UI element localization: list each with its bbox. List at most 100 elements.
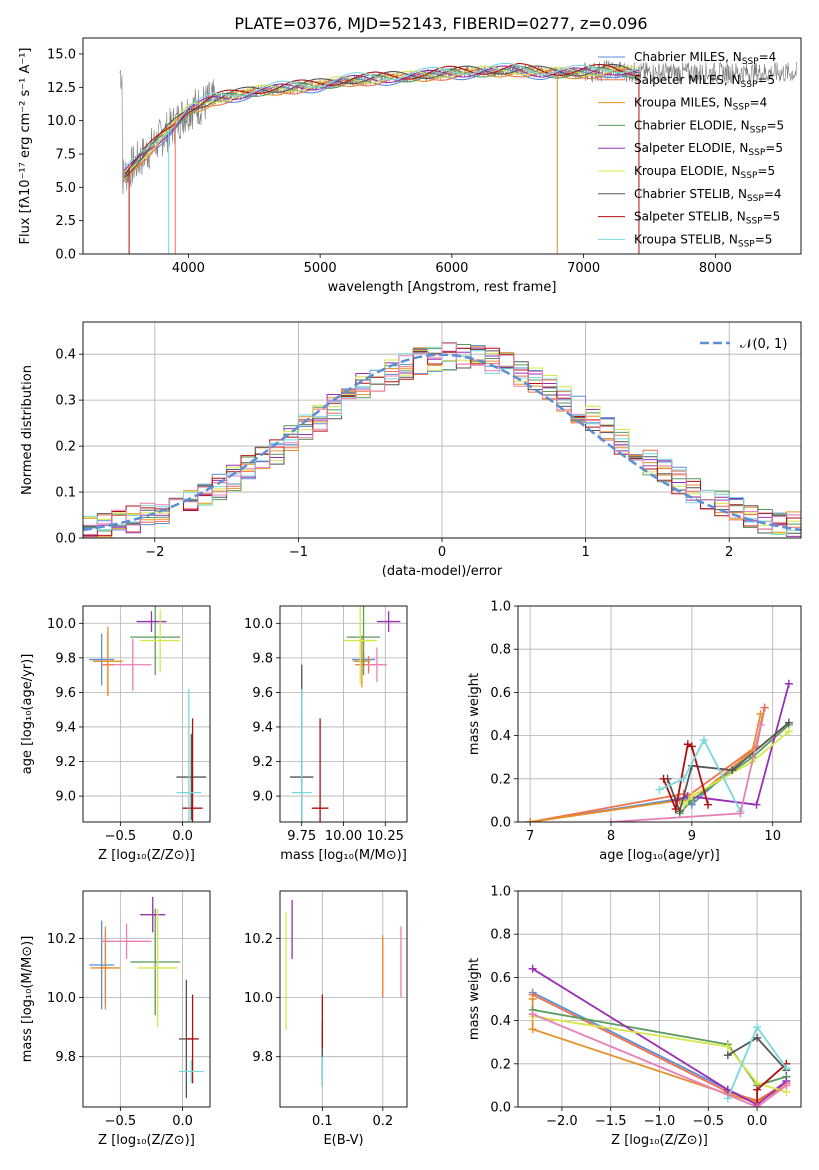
x-tick-label: 0 bbox=[438, 545, 446, 560]
histogram-kroupa_elodie bbox=[83, 349, 801, 534]
x-tick-label: 4000 bbox=[172, 261, 205, 276]
axes-frame bbox=[279, 605, 408, 823]
plot-area-residuals bbox=[83, 342, 801, 538]
y-tick-label: 7.5 bbox=[55, 148, 76, 163]
chart-age_vs_Z: −0.5 0.0 9.0 9.2 9.4 9.6 9.8 10.0 Z [log₁₀(Z/Z⊙)… bbox=[20, 605, 211, 863]
axes-frame bbox=[82, 890, 211, 1108]
y-tick-label: 1.0 bbox=[490, 885, 511, 900]
y-tick-label: 9.0 bbox=[252, 790, 273, 805]
chart-age_vs_mass: 9.75 10.00 10.25 9.0 9.2 9.4 9.6 9.8 10.0 mass [l… bbox=[244, 605, 408, 863]
legend-label: Chabrier STELIB, NSSP=4 bbox=[634, 187, 782, 204]
x-tick-label: −1.5 bbox=[595, 1114, 627, 1129]
weight-marker-kroupa_stelib bbox=[782, 1064, 791, 1073]
x-axis-label: mass [log₁₀(M/M⊙)] bbox=[280, 848, 407, 863]
y-tick-label: 15.0 bbox=[47, 48, 76, 63]
legend-label: Kroupa ELODIE, NSSP=5 bbox=[634, 164, 775, 181]
y-axis-label: age [log₁₀(age/yr)] bbox=[20, 654, 35, 775]
y-tick-label: 9.8 bbox=[55, 1050, 76, 1065]
plot-area-age_vs_mass bbox=[290, 606, 401, 822]
legend-label: Salpeter MILES, NSSP=5 bbox=[634, 73, 775, 90]
y-tick-label: 0.4 bbox=[55, 348, 76, 363]
chart-weight_vs_Z: −2.0 −1.5 −1.0 −0.5 0.0 0.0 0.2 0.4 0.6 0.8 1.0 Z [… bbox=[467, 885, 802, 1148]
plot-area-mass_vs_ebv bbox=[285, 899, 402, 1087]
x-tick-label: 2 bbox=[725, 545, 733, 560]
legend-label: Kroupa MILES, NSSP=4 bbox=[634, 96, 767, 113]
weight-marker-chabrier_stelib bbox=[753, 1033, 762, 1042]
axes-frame bbox=[279, 890, 408, 1108]
y-tick-label: 0.2 bbox=[55, 440, 76, 455]
x-tick-label: 9 bbox=[688, 829, 696, 844]
weight-marker-salpeter_stelib bbox=[687, 742, 696, 751]
model-spectrum-salpeter_miles bbox=[122, 68, 638, 177]
y-tick-label: 9.4 bbox=[55, 720, 76, 735]
model-spectrum-kroupa_elodie bbox=[124, 65, 638, 173]
weight-marker-extra_pink bbox=[606, 818, 615, 822]
chart-mass_vs_Z: −0.5 0.0 9.8 10.0 10.2 Z [log₁₀(Z/Z⊙)] mass [l… bbox=[20, 890, 211, 1148]
weight-marker-kroupa_stelib bbox=[699, 735, 708, 744]
y-tick-label: 0.8 bbox=[490, 928, 511, 943]
x-tick-label: 10.00 bbox=[325, 829, 362, 844]
weight-marker-kroupa_miles bbox=[526, 818, 535, 822]
legend-label: Salpeter ELODIE, NSSP=5 bbox=[634, 141, 783, 158]
y-tick-label: 12.5 bbox=[47, 81, 76, 96]
histogram-extra_pink bbox=[83, 342, 801, 530]
weight-marker-kroupa_miles bbox=[756, 710, 765, 718]
y-tick-label: 9.0 bbox=[55, 790, 76, 805]
x-tick-label: 8 bbox=[607, 829, 615, 844]
plot-area-mass_vs_Z bbox=[89, 896, 204, 1099]
x-tick-label: 0.0 bbox=[172, 829, 193, 844]
chart-residuals: −2 −1 0 1 2 0.0 0.1 0.2 0.3 0.4 𝒩(0, 1) (data-model… bbox=[20, 321, 802, 579]
y-tick-label: 2.5 bbox=[55, 214, 76, 229]
y-tick-label: 10.0 bbox=[244, 617, 273, 632]
weight-marker-salpeter_stelib bbox=[753, 1085, 762, 1094]
legend-label: 𝒩(0, 1) bbox=[740, 337, 787, 352]
axes-frame bbox=[82, 605, 211, 823]
weight-marker-kroupa_miles bbox=[528, 1025, 537, 1034]
x-tick-label: 6000 bbox=[435, 261, 468, 276]
axes-frame bbox=[82, 37, 802, 255]
y-tick-label: 9.6 bbox=[252, 686, 273, 701]
weight-marker-chabrier_stelib bbox=[723, 1051, 732, 1060]
weight-marker-kroupa_miles bbox=[528, 995, 537, 1003]
y-axis-label: mass weight bbox=[467, 673, 482, 755]
x-tick-label: −2.0 bbox=[546, 1114, 578, 1129]
x-tick-label: 8000 bbox=[699, 261, 732, 276]
weight-marker-chabrier_stelib bbox=[728, 766, 737, 775]
weight-marker-chabrier_stelib bbox=[675, 807, 684, 816]
y-tick-label: 0.4 bbox=[490, 729, 511, 744]
legend-label: Chabrier MILES, NSSP=4 bbox=[634, 50, 776, 67]
x-tick-label: −0.5 bbox=[105, 829, 137, 844]
y-tick-label: 5.0 bbox=[55, 181, 76, 196]
y-tick-label: 0.0 bbox=[55, 248, 76, 263]
legend-label: Kroupa STELIB, NSSP=5 bbox=[634, 232, 772, 249]
model-spectrum-chabrier_elodie bbox=[123, 65, 639, 179]
y-tick-label: 0.3 bbox=[55, 394, 76, 409]
y-tick-label: 10.0 bbox=[244, 991, 273, 1006]
plot-area-age_vs_Z bbox=[89, 606, 207, 822]
x-tick-label: 9.75 bbox=[287, 829, 316, 844]
y-tick-label: 0.6 bbox=[490, 686, 511, 701]
weight-marker-salpeter_elodie bbox=[528, 964, 537, 973]
x-axis-label: age [log₁₀(age/yr)] bbox=[599, 848, 720, 863]
y-tick-label: 9.8 bbox=[55, 651, 76, 666]
y-tick-label: 9.2 bbox=[252, 755, 273, 770]
x-tick-label: 0.1 bbox=[312, 1114, 333, 1129]
y-axis-label: mass weight bbox=[467, 958, 482, 1040]
x-axis-label: Z [log₁₀(Z/Z⊙)] bbox=[98, 1133, 195, 1148]
x-tick-label: −2 bbox=[145, 545, 164, 560]
weight-marker-extra_pink bbox=[753, 1103, 762, 1107]
weight-marker-kroupa_stelib bbox=[753, 1023, 762, 1032]
weight-marker-extra_pink bbox=[736, 809, 745, 818]
y-axis-label: Normed distribution bbox=[20, 365, 35, 495]
weight-marker-salpeter_stelib bbox=[704, 800, 713, 809]
legend-label: Salpeter STELIB, NSSP=5 bbox=[634, 210, 780, 227]
y-axis-label: Flux [fλ10⁻¹⁷ erg cm⁻² s⁻¹ A⁻¹] bbox=[18, 48, 33, 245]
axes-frame bbox=[82, 321, 802, 539]
chart-spectrum: 4000 5000 6000 7000 8000 0.0 2.5 5.0 7.5 10.0 12.5… bbox=[18, 37, 802, 295]
y-tick-label: 9.6 bbox=[55, 686, 76, 701]
weight-marker-salpeter_elodie bbox=[752, 800, 761, 809]
weight-marker-extra_pink bbox=[782, 1081, 791, 1090]
y-tick-label: 9.8 bbox=[252, 1050, 273, 1065]
weight-line-kroupa_stelib bbox=[659, 737, 742, 812]
y-tick-label: 9.2 bbox=[55, 755, 76, 770]
